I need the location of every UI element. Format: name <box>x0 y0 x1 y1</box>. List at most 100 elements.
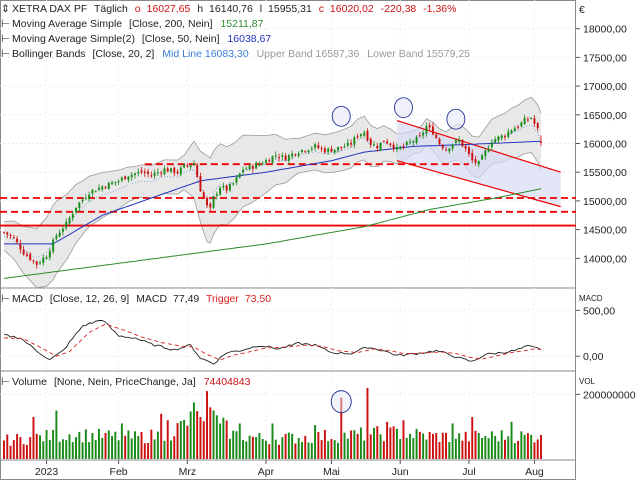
candle-body <box>333 149 336 153</box>
volume-bar <box>156 431 159 459</box>
ma50-params: [Close, 50, Nein] <box>142 33 220 45</box>
volume-bar <box>228 438 231 459</box>
volume-bar <box>438 442 441 459</box>
channel-top-line <box>396 119 561 173</box>
candle-body <box>81 199 84 202</box>
volume-bar <box>206 391 208 459</box>
candle-body <box>533 118 536 124</box>
candle-body <box>150 175 153 177</box>
volume-bar <box>143 443 146 459</box>
candle-body <box>196 164 199 177</box>
candle-body <box>117 181 120 183</box>
candle-body <box>507 131 510 137</box>
candle-body <box>490 142 493 148</box>
volume-bar <box>294 443 297 459</box>
volume-bar <box>186 425 189 459</box>
x-axis: 2023 Feb Mrz Apr Mai Jun Jul Aug <box>35 460 544 478</box>
candle-body <box>481 155 484 160</box>
candle-body <box>520 122 523 127</box>
candle-body <box>222 185 225 188</box>
candle-body <box>474 159 477 163</box>
candle-body <box>300 150 303 152</box>
volume-bar <box>120 423 123 459</box>
volume-bar <box>261 439 264 459</box>
x-tick-label: Mrz <box>179 466 197 478</box>
volume-bar <box>170 440 172 459</box>
volume-bar <box>409 433 412 459</box>
volume-bar <box>376 426 379 459</box>
volume-bar <box>88 442 91 459</box>
volume-bar <box>320 440 323 459</box>
candle-body <box>327 148 330 152</box>
volume-bar <box>133 431 136 459</box>
volume-bar <box>189 411 192 459</box>
candle-body <box>238 173 241 178</box>
price-legend: ⇕ XETRA DAX PF Täglich o 16027,65 h 1614… <box>1 3 470 60</box>
ma200-value: 15211,87 <box>220 18 263 30</box>
volume-bar <box>94 439 97 459</box>
candle-body <box>373 144 375 146</box>
candle-body <box>467 147 470 154</box>
candle-body <box>304 151 307 153</box>
candle-body <box>22 249 25 255</box>
candle-body <box>307 150 310 152</box>
candle-body <box>297 153 300 156</box>
volume-bar <box>117 440 120 459</box>
candle-body <box>88 194 91 200</box>
candle-body <box>425 125 428 134</box>
volume-bar <box>192 402 195 459</box>
candle-body <box>166 168 169 172</box>
volume-bar <box>304 435 307 459</box>
close-value: 16020,02 <box>330 3 374 15</box>
ma200-label: Moving Average Simple <box>12 18 122 30</box>
ma50-legend: Moving Average Simple(2) [Close, 50, Nei… <box>12 33 271 45</box>
candle-body <box>212 196 215 208</box>
candle-body <box>386 141 389 144</box>
candle-body <box>9 234 12 236</box>
bb-label: Bollinger Bands <box>12 48 86 60</box>
volume-bar <box>500 430 503 459</box>
volume-bar <box>9 445 12 459</box>
volume-bar <box>104 432 107 459</box>
volume-bar <box>471 417 474 459</box>
candle-body <box>405 142 408 145</box>
candle-body <box>61 228 64 232</box>
candle-body <box>330 148 333 152</box>
volume-bar <box>530 434 533 459</box>
volume-bar <box>271 423 274 459</box>
candle-body <box>242 169 245 173</box>
volume-bar <box>58 441 61 459</box>
candle-body <box>55 235 58 239</box>
candle-body <box>504 136 506 138</box>
volume-bar <box>382 441 385 459</box>
volume-bar <box>386 421 389 459</box>
ma200-legend: Moving Average Simple [Close, 200, Nein]… <box>12 18 264 30</box>
candle-body <box>353 137 356 145</box>
volume-bar <box>474 430 477 459</box>
candle-body <box>350 142 353 145</box>
price-tick-label: 17000,00 <box>583 81 627 93</box>
ma50-label: Moving Average Simple(2) <box>12 33 135 45</box>
volume-bar <box>422 433 425 459</box>
volume-bar <box>235 431 238 459</box>
candle-body <box>291 153 294 157</box>
volume-bar <box>140 432 143 459</box>
macd-legend: ⊢ MACD [Close, 12, 26, 9] MACD 77,49 Tri… <box>1 293 603 305</box>
candle-body <box>536 122 539 129</box>
candle-body <box>435 134 438 138</box>
volume-bar <box>150 429 153 459</box>
candle-body <box>523 118 526 125</box>
x-tick-label: 2023 <box>35 466 59 478</box>
candle-body <box>101 186 104 190</box>
macd-label: MACD <box>12 293 43 305</box>
volume-bar <box>350 430 353 459</box>
volume-bar <box>52 430 55 459</box>
volume-bar <box>245 441 248 459</box>
candle-body <box>251 165 254 169</box>
volume-bar <box>520 431 523 459</box>
candle-body <box>42 257 45 263</box>
candle-body <box>310 148 313 150</box>
price-highlight-circle <box>331 105 351 127</box>
candle-body <box>487 148 490 152</box>
